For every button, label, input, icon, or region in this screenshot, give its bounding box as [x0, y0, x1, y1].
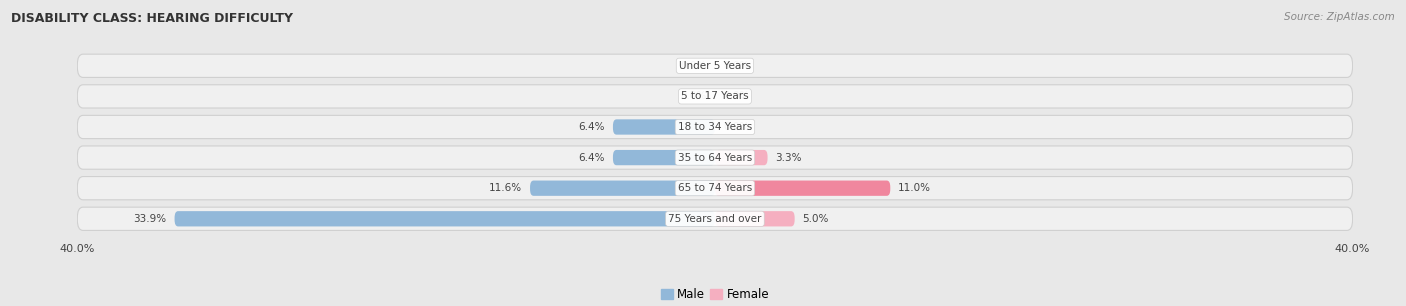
FancyBboxPatch shape	[530, 181, 716, 196]
Text: 11.6%: 11.6%	[489, 183, 522, 193]
FancyBboxPatch shape	[716, 181, 890, 196]
Text: 6.4%: 6.4%	[578, 153, 605, 162]
Text: 18 to 34 Years: 18 to 34 Years	[678, 122, 752, 132]
FancyBboxPatch shape	[613, 119, 716, 135]
Text: 33.9%: 33.9%	[134, 214, 166, 224]
Text: 11.0%: 11.0%	[898, 183, 931, 193]
Text: 0.0%: 0.0%	[723, 61, 749, 71]
Text: 65 to 74 Years: 65 to 74 Years	[678, 183, 752, 193]
FancyBboxPatch shape	[77, 177, 1353, 200]
FancyBboxPatch shape	[716, 211, 794, 226]
Text: 75 Years and over: 75 Years and over	[668, 214, 762, 224]
FancyBboxPatch shape	[77, 85, 1353, 108]
Text: Source: ZipAtlas.com: Source: ZipAtlas.com	[1284, 12, 1395, 22]
Text: DISABILITY CLASS: HEARING DIFFICULTY: DISABILITY CLASS: HEARING DIFFICULTY	[11, 12, 294, 25]
FancyBboxPatch shape	[174, 211, 716, 226]
Text: 35 to 64 Years: 35 to 64 Years	[678, 153, 752, 162]
FancyBboxPatch shape	[77, 146, 1353, 169]
Text: 5.0%: 5.0%	[803, 214, 830, 224]
Text: Under 5 Years: Under 5 Years	[679, 61, 751, 71]
FancyBboxPatch shape	[77, 54, 1353, 77]
Text: 6.4%: 6.4%	[578, 122, 605, 132]
FancyBboxPatch shape	[716, 150, 768, 165]
Text: 5 to 17 Years: 5 to 17 Years	[681, 91, 749, 101]
Text: 0.0%: 0.0%	[723, 122, 749, 132]
Text: 3.3%: 3.3%	[776, 153, 801, 162]
Text: 0.0%: 0.0%	[681, 91, 707, 101]
Legend: Male, Female: Male, Female	[657, 284, 773, 306]
FancyBboxPatch shape	[77, 115, 1353, 139]
Text: 0.0%: 0.0%	[681, 61, 707, 71]
FancyBboxPatch shape	[77, 207, 1353, 230]
Text: 0.0%: 0.0%	[723, 91, 749, 101]
FancyBboxPatch shape	[613, 150, 716, 165]
